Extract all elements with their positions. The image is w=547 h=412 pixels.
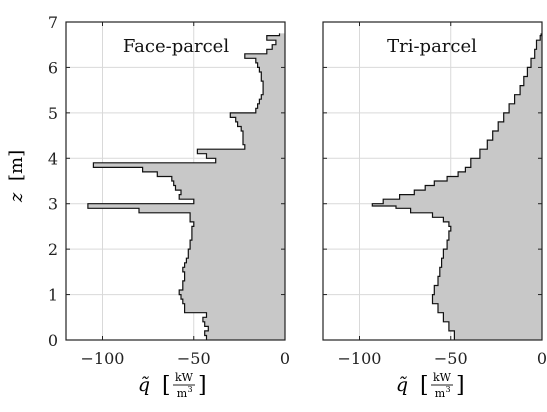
x-axis-unit-exp: 3	[445, 385, 450, 394]
x-axis-label: q̃ [ kW m 3 ]	[396, 371, 465, 400]
tick-marks	[66, 21, 286, 341]
x-axis-unit-den: m	[435, 387, 446, 400]
profile-fill	[87, 33, 286, 340]
y-axis-unit: m	[6, 157, 27, 174]
x-axis-label: q̃ [ kW m 3 ]	[138, 371, 207, 400]
y-tick-label: 2	[48, 240, 58, 259]
x-tick-label: 0	[280, 349, 290, 368]
x-tick-label: −50	[177, 349, 211, 368]
axes-frame	[65, 21, 286, 341]
x-tick-label: −100	[81, 349, 125, 368]
y-tick-label: 6	[48, 58, 58, 77]
y-tick-label: 1	[48, 286, 58, 305]
panel-title: Face-parcel	[123, 36, 229, 57]
svg-text:]: ]	[456, 373, 465, 398]
x-axis-unit-num: kW	[433, 371, 452, 384]
svg-text:[: [	[420, 373, 429, 398]
profile-line	[87, 33, 281, 340]
x-axis-unit-num: kW	[175, 371, 194, 384]
panel-tri-parcel: Tri-parcel −100 −50 0 q̃ [ kW m 3 ]	[322, 21, 547, 400]
y-tick-label: 4	[48, 149, 58, 168]
x-tick-label: −50	[434, 349, 468, 368]
x-tick-label: 0	[537, 349, 547, 368]
tick-marks	[323, 21, 543, 341]
y-tick-label: 7	[48, 13, 58, 32]
panel-face-parcel: Face-parcel −100 −50 0 0 1 2 3 4 5 6 7 z…	[6, 13, 290, 400]
axes-frame	[322, 21, 543, 341]
profile-fill	[372, 33, 542, 340]
x-axis-symbol: q̃	[396, 374, 408, 396]
y-axis-label: z [m]	[6, 150, 27, 203]
y-axis-symbol: z	[6, 192, 27, 203]
svg-text:]: ]	[198, 373, 207, 398]
x-axis-symbol: q̃	[138, 374, 150, 396]
x-tick-label: −100	[338, 349, 382, 368]
svg-text:[: [	[162, 373, 171, 398]
y-tick-label: 3	[48, 195, 58, 214]
x-axis-unit-den: m	[177, 387, 188, 400]
panel-title: Tri-parcel	[387, 36, 477, 57]
profile-line	[371, 33, 542, 340]
x-axis-unit-exp: 3	[187, 385, 192, 394]
y-tick-label: 0	[48, 331, 58, 350]
y-tick-label: 5	[48, 104, 58, 123]
